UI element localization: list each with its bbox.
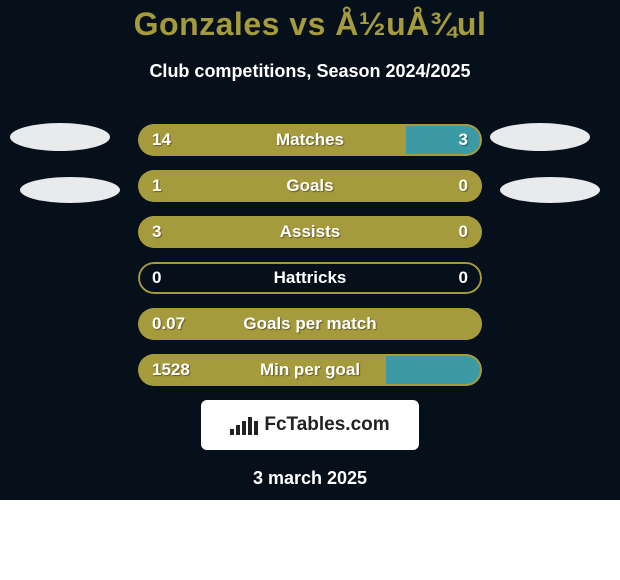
stat-label: Goals per match: [138, 308, 482, 340]
stat-label: Goals: [138, 170, 482, 202]
logo-bar: [230, 429, 234, 435]
logo-text: FcTables.com: [264, 414, 389, 436]
stat-row: 14Matches3: [138, 124, 482, 156]
stat-label: Assists: [138, 216, 482, 248]
stat-label: Min per goal: [138, 354, 482, 386]
stat-value-right: 0: [459, 170, 468, 202]
stat-value-right: 0: [459, 262, 468, 294]
stat-row: 0.07Goals per match: [138, 308, 482, 340]
stat-value-right: 3: [459, 124, 468, 156]
bar-chart-icon: [230, 415, 258, 435]
logo-bar: [242, 421, 246, 435]
stat-row: 0Hattricks0: [138, 262, 482, 294]
stat-value-right: 0: [459, 216, 468, 248]
stat-label: Matches: [138, 124, 482, 156]
comparison-card: Gonzales vs Å½uÅ¾ul Club competitions, S…: [0, 0, 620, 500]
content: Gonzales vs Å½uÅ¾ul Club competitions, S…: [0, 0, 620, 489]
logo-bar: [254, 421, 258, 435]
stats-list: 14Matches31Goals03Assists00Hattricks00.0…: [0, 124, 620, 386]
stat-label: Hattricks: [138, 262, 482, 294]
subtitle: Club competitions, Season 2024/2025: [0, 61, 620, 82]
logo-bar: [248, 417, 252, 435]
stat-row: 3Assists0: [138, 216, 482, 248]
logo-bar: [236, 425, 240, 435]
fctables-logo: FcTables.com: [201, 400, 419, 450]
page-title: Gonzales vs Å½uÅ¾ul: [0, 6, 620, 43]
stat-row: 1Goals0: [138, 170, 482, 202]
date-label: 3 march 2025: [0, 468, 620, 489]
stat-row: 1528Min per goal: [138, 354, 482, 386]
